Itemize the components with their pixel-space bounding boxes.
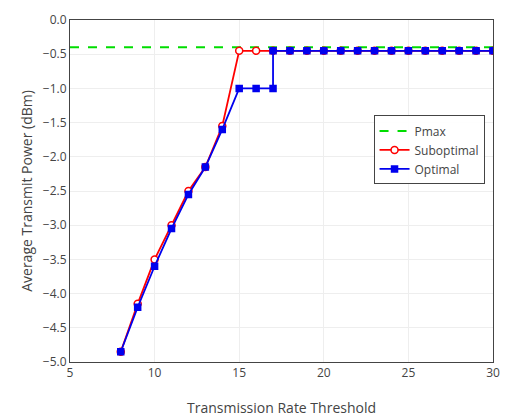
svg-text:−2.5: −2.5 — [43, 182, 67, 199]
svg-text:−5.0: −5.0 — [43, 353, 67, 370]
svg-text:−1.5: −1.5 — [43, 114, 67, 131]
svg-text:0.0: 0.0 — [50, 11, 67, 28]
svg-text:30: 30 — [486, 364, 500, 381]
svg-text:−1.0: −1.0 — [43, 80, 67, 97]
svg-text:15: 15 — [232, 364, 246, 381]
svg-text:20: 20 — [317, 364, 331, 381]
svg-text:5: 5 — [67, 364, 74, 381]
svg-text:−3.5: −3.5 — [43, 251, 67, 268]
svg-text:−4.5: −4.5 — [43, 319, 67, 336]
svg-text:25: 25 — [402, 364, 416, 381]
svg-text:10: 10 — [148, 364, 162, 381]
svg-text:Suboptimal: Suboptimal — [415, 142, 479, 159]
svg-text:Average Transmit Power (dBm): Average Transmit Power (dBm) — [17, 90, 36, 292]
svg-text:Pmax: Pmax — [415, 123, 447, 140]
svg-text:Optimal: Optimal — [415, 161, 460, 178]
svg-text:−4.0: −4.0 — [43, 285, 67, 302]
svg-text:−2.0: −2.0 — [43, 148, 67, 165]
svg-text:Transmission Rate Threshold: Transmission Rate Threshold — [187, 398, 376, 417]
svg-text:−3.0: −3.0 — [43, 216, 67, 233]
svg-text:−0.5: −0.5 — [43, 45, 67, 62]
